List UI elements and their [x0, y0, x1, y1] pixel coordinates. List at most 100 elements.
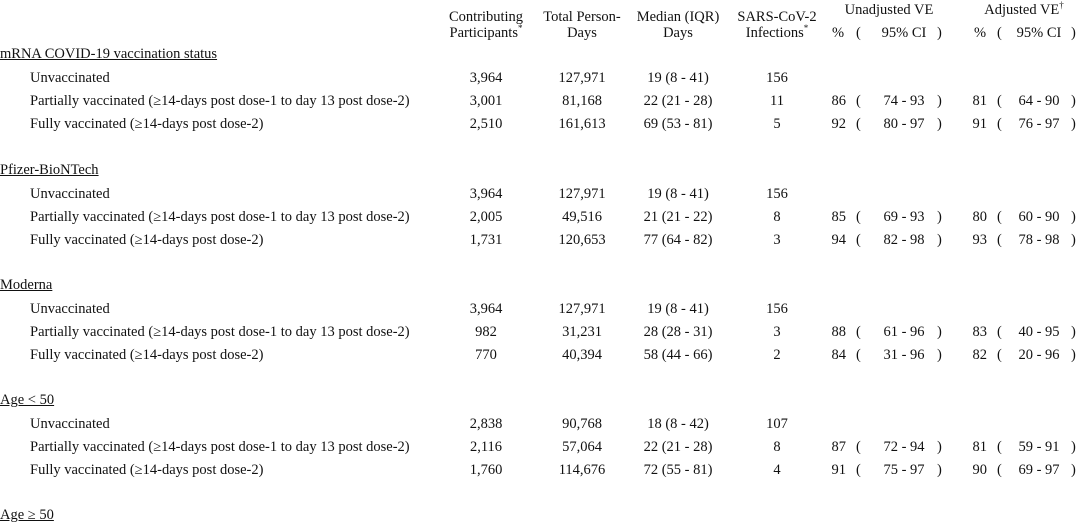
header-infections-footnote: * — [803, 23, 809, 33]
adjusted-ci-cell: 40 - 95 — [1018, 324, 1060, 340]
median-cell: 28 (28 - 31) — [643, 324, 713, 340]
participants-cell: 2,116 — [469, 439, 503, 455]
ci-open-paren: ( — [997, 93, 1002, 109]
section-title: Moderna — [0, 277, 53, 293]
person-days-cell: 161,613 — [558, 116, 606, 132]
infections-cell: 11 — [770, 93, 784, 109]
ci-close-paren: ) — [937, 324, 942, 340]
adjusted-ve-cell: 83 — [972, 324, 988, 340]
participants-cell: 1,760 — [469, 462, 503, 478]
row-label: Unvaccinated — [30, 416, 110, 432]
infections-cell: 156 — [766, 70, 788, 86]
ci-open-paren: ( — [856, 116, 861, 132]
ci-close-paren: ) — [1071, 209, 1076, 225]
infections-cell: 4 — [773, 462, 781, 478]
unadjusted-ve-cell: 84 — [831, 347, 847, 363]
ci-open-paren: ( — [856, 347, 861, 363]
adjusted-ci-cell: 59 - 91 — [1018, 439, 1060, 455]
header-person-days: Total Person- Days — [543, 9, 621, 41]
subheader-unadj-open: ( — [856, 25, 861, 41]
person-days-cell: 127,971 — [558, 70, 606, 86]
ci-open-paren: ( — [997, 116, 1002, 132]
participants-cell: 2,005 — [469, 209, 503, 225]
section-title: mRNA COVID-19 vaccination status — [0, 46, 218, 62]
unadjusted-ve-cell: 91 — [831, 462, 847, 478]
row-label: Partially vaccinated (≥14-days post dose… — [30, 439, 410, 455]
section-title: Age < 50 — [0, 392, 55, 408]
adjusted-ve-cell: 93 — [972, 232, 988, 248]
ci-close-paren: ) — [937, 232, 942, 248]
subheader-adj-close: ) — [1071, 25, 1076, 41]
header-infections: SARS-CoV-2 Infections* — [737, 9, 817, 41]
person-days-cell: 114,676 — [558, 462, 606, 478]
infections-cell: 156 — [766, 301, 788, 317]
median-cell: 77 (64 - 82) — [643, 232, 713, 248]
row-label: Fully vaccinated (≥14-days post dose-2) — [30, 347, 264, 363]
adjusted-ve-cell: 90 — [972, 462, 988, 478]
header-adjusted-ve: Adjusted VE† — [984, 0, 1064, 19]
ci-open-paren: ( — [856, 324, 861, 340]
participants-cell: 2,838 — [469, 416, 503, 432]
participants-cell: 3,964 — [469, 301, 503, 317]
participants-cell: 3,964 — [469, 70, 503, 86]
person-days-cell: 90,768 — [562, 416, 602, 432]
unadjusted-ve-cell: 94 — [831, 232, 847, 248]
infections-cell: 3 — [773, 232, 781, 248]
row-label: Unvaccinated — [30, 186, 110, 202]
unadjusted-ve-cell: 88 — [831, 324, 847, 340]
adjusted-ve-cell: 82 — [972, 347, 988, 363]
ci-open-paren: ( — [856, 462, 861, 478]
unadjusted-ve-cell: 92 — [831, 116, 847, 132]
ci-close-paren: ) — [1071, 93, 1076, 109]
row-label: Partially vaccinated (≥14-days post dose… — [30, 93, 410, 109]
participants-cell: 982 — [475, 324, 497, 340]
infections-cell: 8 — [773, 439, 781, 455]
ci-close-paren: ) — [937, 439, 942, 455]
person-days-cell: 81,168 — [562, 93, 602, 109]
person-days-cell: 31,231 — [562, 324, 602, 340]
median-cell: 58 (44 - 66) — [643, 347, 713, 363]
ci-close-paren: ) — [937, 347, 942, 363]
adjusted-ve-cell: 80 — [972, 209, 988, 225]
median-cell: 22 (21 - 28) — [643, 93, 713, 109]
participants-cell: 1,731 — [469, 232, 503, 248]
infections-cell: 5 — [773, 116, 781, 132]
infections-cell: 8 — [773, 209, 781, 225]
participants-cell: 3,001 — [469, 93, 503, 109]
ci-close-paren: ) — [1071, 116, 1076, 132]
ci-close-paren: ) — [1071, 232, 1076, 248]
ci-open-paren: ( — [997, 232, 1002, 248]
header-participants-footnote: * — [517, 23, 523, 33]
median-cell: 18 (8 - 42) — [647, 416, 709, 432]
ci-close-paren: ) — [1071, 439, 1076, 455]
section-title: Age ≥ 50 — [0, 507, 54, 523]
person-days-cell: 49,516 — [562, 209, 602, 225]
ci-open-paren: ( — [997, 209, 1002, 225]
adjusted-ci-cell: 64 - 90 — [1018, 93, 1060, 109]
row-label: Partially vaccinated (≥14-days post dose… — [30, 324, 410, 340]
participants-cell: 2,510 — [469, 116, 503, 132]
unadjusted-ci-cell: 80 - 97 — [883, 116, 925, 132]
person-days-cell: 120,653 — [558, 232, 606, 248]
ci-close-paren: ) — [937, 116, 942, 132]
adjusted-ve-cell: 91 — [972, 116, 988, 132]
ci-open-paren: ( — [856, 209, 861, 225]
row-label: Fully vaccinated (≥14-days post dose-2) — [30, 116, 264, 132]
person-days-cell: 127,971 — [558, 301, 606, 317]
ci-open-paren: ( — [856, 232, 861, 248]
row-label: Unvaccinated — [30, 301, 110, 317]
header-unadjusted-ve: Unadjusted VE — [844, 2, 934, 18]
ci-close-paren: ) — [937, 462, 942, 478]
unadjusted-ci-cell: 61 - 96 — [883, 324, 925, 340]
adjusted-ve-cell: 81 — [972, 439, 988, 455]
ci-open-paren: ( — [856, 93, 861, 109]
unadjusted-ve-cell: 86 — [831, 93, 847, 109]
adjusted-ci-cell: 76 - 97 — [1018, 116, 1060, 132]
row-label: Fully vaccinated (≥14-days post dose-2) — [30, 462, 264, 478]
ci-open-paren: ( — [997, 324, 1002, 340]
median-cell: 69 (53 - 81) — [643, 116, 713, 132]
infections-cell: 156 — [766, 186, 788, 202]
median-cell: 72 (55 - 81) — [643, 462, 713, 478]
header-median: Median (IQR) Days — [636, 9, 720, 41]
adjusted-ci-cell: 69 - 97 — [1018, 462, 1060, 478]
